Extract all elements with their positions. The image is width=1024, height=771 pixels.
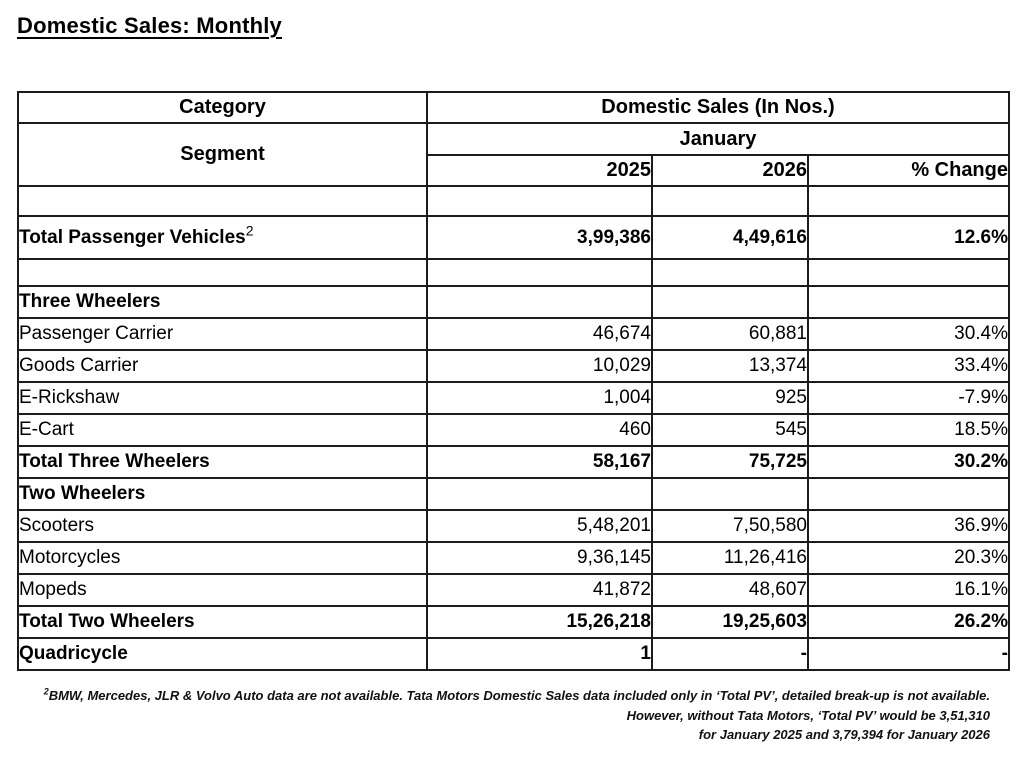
pct-change-cell: 12.6% [807, 215, 1010, 260]
pct-change-cell: 26.2% [807, 605, 1010, 639]
sales-2025-cell: 460 [426, 413, 653, 447]
table-row: Total Passenger Vehicles2 3,99,386 4,49,61… [17, 215, 1010, 260]
sales-2026-cell [651, 477, 809, 511]
footnote-line-1: 2BMW, Mercedes, JLR & Volvo Auto data ar… [43, 686, 990, 703]
table-row: E-Cart 460 545 18.5% [17, 413, 1010, 447]
segment-cell: E-Rickshaw [17, 381, 428, 415]
sales-2026-cell: 48,607 [651, 573, 809, 607]
pct-change-cell [807, 258, 1010, 287]
footnote-line-3: for January 2025 and 3,79,394 for Januar… [698, 727, 990, 742]
segment-cell: Total Three Wheelers [17, 445, 428, 479]
sales-2026-cell: - [651, 637, 809, 671]
pct-change-cell: -7.9% [807, 381, 1010, 415]
table-row: Total Two Wheelers 15,26,218 19,25,603 26.2… [17, 605, 1010, 639]
pct-change-cell: 30.2% [807, 445, 1010, 479]
segment-cell: Goods Carrier [17, 349, 428, 383]
pct-change-header: % Change [807, 154, 1010, 187]
pct-change-cell [807, 477, 1010, 511]
sales-2025-cell: 10,029 [426, 349, 653, 383]
sales-2025-cell: 58,167 [426, 445, 653, 479]
page-title: Domestic Sales: Monthly [17, 13, 282, 38]
sales-2025-cell [426, 185, 653, 217]
footnote: 2BMW, Mercedes, JLR & Volvo Auto data ar… [17, 686, 1008, 745]
sales-2025-cell [426, 285, 653, 319]
table-row: Quadricycle 1- - [17, 637, 1010, 671]
year-2026-header: 2026 [651, 154, 809, 187]
pct-change-cell: 16.1% [807, 573, 1010, 607]
segment-cell: Quadricycle [17, 637, 428, 671]
sales-2025-cell [426, 477, 653, 511]
footnote-superscript: 2 [43, 686, 49, 697]
domestic-sales-header: Domestic Sales (In Nos.) [426, 91, 1010, 124]
segment-cell: E-Cart [17, 413, 428, 447]
table-row: Mopeds 41,872 48,607 16.1% [17, 573, 1010, 607]
sales-2025-cell: 46,674 [426, 317, 653, 351]
sales-2026-cell: 925 [651, 381, 809, 415]
segment-cell: Three Wheelers [17, 285, 428, 319]
year-2025-header: 2025 [426, 154, 653, 187]
pct-change-cell: 30.4% [807, 317, 1010, 351]
sales-2025-cell [426, 258, 653, 287]
segment-cell [17, 185, 428, 217]
table-row: Three Wheelers [17, 285, 1010, 319]
sales-2026-cell: 7,50,580 [651, 509, 809, 543]
table-header-row-2: Segment January [17, 122, 1010, 187]
sales-2025-cell: 15,26,218 [426, 605, 653, 639]
table-row [17, 185, 1010, 217]
pct-change-cell: 18.5% [807, 413, 1010, 447]
pct-change-cell [807, 185, 1010, 217]
segment-superscript: 2 [245, 222, 254, 239]
sales-2025-cell: 1 [426, 637, 653, 671]
table-row: Scooters 5,48,201 7,50,580 36.9% [17, 509, 1010, 543]
sales-2026-cell: 19,25,603 [651, 605, 809, 639]
pct-change-cell: 20.3% [807, 541, 1010, 575]
category-header: Category [17, 91, 428, 124]
pct-change-cell: 33.4% [807, 349, 1010, 383]
sales-2026-cell: 4,49,616 [651, 215, 809, 260]
pct-change-cell [807, 285, 1010, 319]
segment-cell: Motorcycles [17, 541, 428, 575]
segment-cell: Passenger Carrier [17, 317, 428, 351]
sales-2025-cell: 5,48,201 [426, 509, 653, 543]
sales-table-body: Total Passenger Vehicles2 3,99,386 4,49,61… [17, 185, 1010, 671]
segment-cell [17, 258, 428, 287]
segment-cell: Total Two Wheelers [17, 605, 428, 639]
table-row: Motorcycles 9,36,145 11,26,416 20.3% [17, 541, 1010, 575]
sales-2026-cell: 13,374 [651, 349, 809, 383]
sales-2026-cell: 75,725 [651, 445, 809, 479]
table-row: E-Rickshaw 1,004 925 -7.9% [17, 381, 1010, 415]
january-header: January [426, 122, 1010, 156]
table-row: Goods Carrier 10,029 13,374 33.4% [17, 349, 1010, 383]
sales-2026-cell [651, 258, 809, 287]
segment-cell: Two Wheelers [17, 477, 428, 511]
pct-change-cell: 36.9% [807, 509, 1010, 543]
segment-cell: Total Passenger Vehicles2 [17, 215, 428, 260]
sales-2026-cell [651, 185, 809, 217]
pct-change-cell: - [807, 637, 1010, 671]
sales-2025-cell: 1,004 [426, 381, 653, 415]
table-row: Total Three Wheelers 58,167 75,725 30.2% [17, 445, 1010, 479]
segment-header: Segment [17, 122, 428, 187]
table-row [17, 258, 1010, 287]
sales-2026-cell: 60,881 [651, 317, 809, 351]
sales-2025-cell: 9,36,145 [426, 541, 653, 575]
domestic-sales-table: Category Domestic Sales (In Nos.) Segmen… [17, 91, 1010, 671]
segment-cell: Scooters [17, 509, 428, 543]
footnote-line-2: However, without Tata Motors, ‘Total PV’… [626, 707, 990, 723]
sales-2025-cell: 3,99,386 [426, 215, 653, 260]
table-row: Passenger Carrier 46,674 60,881 30.4% [17, 317, 1010, 351]
sales-2025-cell: 41,872 [426, 573, 653, 607]
sales-2026-cell [651, 285, 809, 319]
table-row: Two Wheelers [17, 477, 1010, 511]
segment-cell: Mopeds [17, 573, 428, 607]
table-header-row-1: Category Domestic Sales (In Nos.) [17, 91, 1010, 124]
sales-2026-cell: 11,26,416 [651, 541, 809, 575]
sales-2026-cell: 545 [651, 413, 809, 447]
table-header-row-3: 2025 2026 % Change [18, 154, 1010, 187]
